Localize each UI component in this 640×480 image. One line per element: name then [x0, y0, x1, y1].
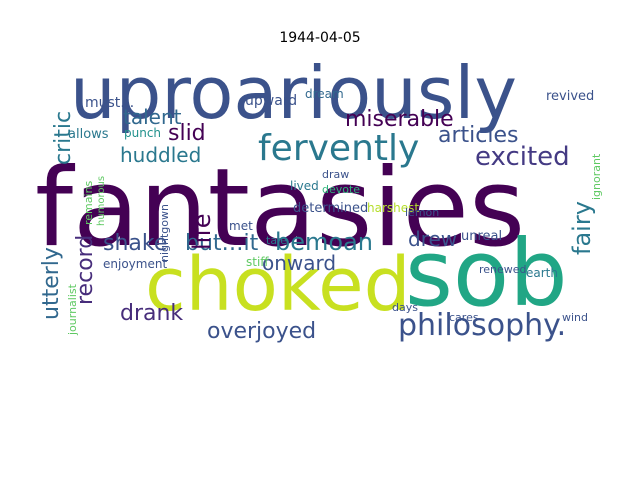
cloud-word: humorous	[96, 176, 107, 226]
cloud-word: huddled	[120, 143, 201, 167]
cloud-word: revived	[546, 89, 594, 104]
cloud-word: journalist	[66, 283, 79, 336]
cloud-word: devote	[322, 183, 360, 196]
cloud-word: upward	[245, 93, 297, 109]
cloud-word: met	[229, 219, 253, 233]
cloud-word: dream	[305, 87, 344, 101]
cloud-word: onward	[262, 251, 336, 275]
cloud-word: fairy	[568, 201, 596, 255]
cloud-word: must…	[85, 95, 134, 111]
cloud-word: talent	[123, 105, 182, 129]
cloud-word: days	[392, 301, 418, 314]
cloud-word: uproariously	[70, 51, 517, 135]
cloud-word: philosophy.	[398, 308, 566, 343]
cloud-word: sob	[405, 220, 568, 327]
cloud-word: tale	[266, 234, 287, 247]
cloud-word: lemon	[405, 206, 439, 219]
cloud-word: stiff	[246, 255, 269, 269]
cloud-word: determined	[293, 201, 368, 216]
cloud-word: miserable	[345, 107, 454, 132]
cloud-word: nightgown	[158, 204, 171, 262]
cloud-word: slid	[168, 121, 206, 146]
cloud-word: drank	[120, 301, 183, 326]
chart-title: 1944-04-05	[279, 30, 361, 46]
cloud-word: choked	[145, 242, 411, 328]
cloud-word: life	[188, 213, 216, 250]
cloud-word: cares	[449, 311, 479, 324]
cloud-word: remains	[82, 180, 95, 225]
cloud-word: bemoan	[275, 228, 373, 256]
cloud-word: overjoyed	[207, 319, 316, 344]
cloud-word: shake	[103, 231, 167, 256]
cloud-word: utterly	[39, 247, 64, 320]
cloud-word: allows	[68, 127, 109, 142]
cloud-word: ignorant	[590, 153, 603, 200]
cloud-word: harshest	[367, 201, 419, 215]
cloud-word: excited	[475, 142, 570, 172]
cloud-word: drew	[408, 227, 457, 251]
cloud-word: wind	[562, 311, 588, 324]
cloud-word: draw	[322, 168, 349, 181]
cloud-word: record	[73, 235, 98, 305]
cloud-word: lived	[290, 179, 319, 193]
cloud-word: enjoyment	[103, 257, 167, 271]
cloud-word: earth	[526, 266, 558, 280]
cloud-word: fantasies	[35, 146, 525, 271]
cloud-word: fervently	[258, 128, 419, 169]
cloud-word: articles	[438, 123, 518, 148]
cloud-word: unreal	[461, 229, 502, 244]
cloud-word: critic	[51, 111, 76, 165]
cloud-word: renewed	[479, 263, 527, 276]
cloud-word: but…it	[185, 231, 259, 256]
cloud-word: punch	[124, 126, 161, 140]
